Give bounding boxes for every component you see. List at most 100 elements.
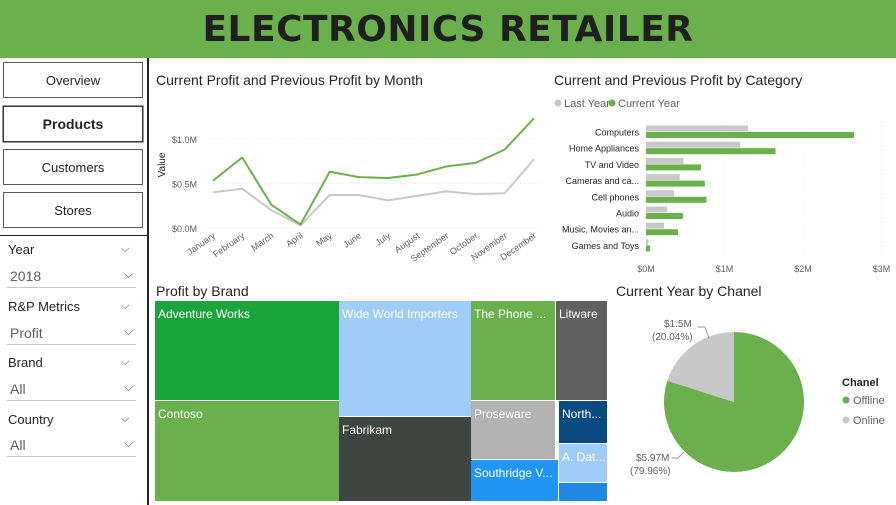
brand-collapse-chevron-icon[interactable]: ⌵ [121,356,130,368]
y-tick-label: $1.0M [172,135,197,145]
x-tick-label: $1M [716,264,734,274]
treemap-tile[interactable]: Proseware [471,401,555,459]
treemap-tile[interactable]: The Phone ... [471,301,555,400]
offline-value-label: $5.97M [636,453,669,464]
chevron-down-icon: ⌵ [123,436,133,450]
bar-current-year[interactable] [646,164,701,171]
treemap-tile[interactable] [559,483,607,501]
metrics-dropdown[interactable]: Profit ⌵ [7,321,136,345]
bar-last-year[interactable] [646,157,684,164]
x-tick-label: July [373,230,392,248]
series-line[interactable] [212,117,535,226]
y-tick-label: $0.0M [172,224,197,234]
series-line[interactable] [212,158,535,227]
treemap-tile[interactable]: Adventure Works [155,301,339,400]
x-tick-label: May [314,230,334,248]
category-label: TV and Video [585,160,639,170]
x-tick-label: March [249,230,275,253]
bar-last-year[interactable] [646,125,749,132]
bar-current-year[interactable] [646,229,679,236]
chevron-down-icon: ⌵ [123,380,133,394]
legend-marker [608,99,616,107]
pie-slice-online[interactable] [667,332,734,402]
treemap-tile[interactable]: Contoso [155,401,339,501]
category-label: Home Appliances [569,144,640,154]
pie-chart-title: Current Year by Chanel [616,283,762,299]
bar-last-year[interactable] [646,141,741,148]
bar-current-year[interactable] [646,196,707,203]
bar-last-year[interactable] [646,174,680,181]
year-dropdown-value: 2018 [10,267,42,284]
legend-label: Last Year [564,98,610,110]
bar-current-year[interactable] [646,213,683,219]
page-title: ELECTRONICS RETAILER [202,8,694,50]
category-label: Computers [595,128,640,138]
bar-last-year[interactable] [646,190,675,197]
nav-button-customers[interactable]: Customers [3,149,143,185]
bar-current-year[interactable] [646,180,705,187]
offline-percent-label: (79.96%) [630,466,671,477]
bar-current-year[interactable] [646,132,855,138]
country-dropdown[interactable]: All ⌵ [7,433,136,457]
bar-chart-title: Current and Previous Profit by Category [554,72,803,88]
leader-line [698,326,710,339]
chevron-down-icon: ⌵ [123,324,133,338]
header-banner: ELECTRONICS RETAILER [0,0,896,58]
treemap-tile[interactable]: Wide World Importers [339,301,471,416]
legend-label: Online [853,415,885,427]
treemap-tile[interactable]: A. Dat... [559,444,607,482]
bar-last-year[interactable] [646,206,668,213]
sidebar-divider [0,235,148,236]
pie-legend-title: Chanel [842,377,879,389]
sidebar-border [147,58,149,505]
brand-dropdown-value: All [10,380,26,397]
legend-label: Offline [853,395,885,407]
y-tick-label: $0.5M [172,179,197,189]
metrics-slicer-label: R&P Metrics [8,299,80,314]
country-dropdown-value: All [10,436,26,453]
brand-slicer-label: Brand [8,355,43,370]
legend-marker [554,99,562,107]
year-slicer-label: Year [8,242,35,257]
category-label: Cell phones [591,192,639,202]
brand-dropdown[interactable]: All ⌵ [7,377,136,401]
legend-marker [842,416,850,424]
treemap-tile[interactable]: North... [559,401,607,443]
country-collapse-chevron-icon[interactable]: ⌵ [121,413,130,425]
x-tick-label: April [284,230,304,249]
pie-chart[interactable]: $1.5M (20.04%) $5.97M (79.96%) Chanel Offline… [612,302,896,502]
chevron-down-icon: ⌵ [123,267,133,281]
treemap-tile[interactable]: Litware [556,301,607,400]
y-axis-label: Value [157,152,168,177]
bar-last-year[interactable] [646,238,649,245]
legend-label: Current Year [618,98,680,110]
online-value-label: $1.5M [664,319,692,330]
bar-current-year[interactable] [646,148,776,155]
country-slicer-label: Country [8,412,54,427]
legend-marker [842,396,850,404]
x-tick-label: $3M [873,264,891,274]
x-tick-label: $0M [637,264,655,274]
bar-chart[interactable]: Last Year Current Year $0M $1M $2M $3M Compute… [552,92,896,278]
category-label: Cameras and ca... [565,176,639,186]
treemap-title: Profit by Brand [156,283,249,299]
x-tick-label: $2M [794,264,812,274]
treemap-tile[interactable]: Southridge V... [471,460,558,501]
metrics-dropdown-value: Profit [10,324,43,341]
x-tick-label: February [211,230,247,259]
nav-button-products[interactable]: Products [3,106,143,142]
x-tick-label: June [341,230,363,249]
nav-button-overview[interactable]: Overview [3,62,143,98]
metrics-collapse-chevron-icon[interactable]: ⌵ [121,300,130,312]
nav-button-stores[interactable]: Stores [3,192,143,228]
bar-last-year[interactable] [646,222,665,229]
treemap-tile[interactable]: Fabrikam [339,417,471,501]
category-label: Music, Movies an... [562,225,639,235]
year-collapse-chevron-icon[interactable]: ⌵ [121,243,130,255]
bar-current-year[interactable] [646,245,650,252]
year-dropdown[interactable]: 2018 ⌵ [7,264,136,288]
line-chart-title: Current Profit and Previous Profit by Mo… [156,72,423,88]
category-label: Audio [616,209,639,219]
treemap[interactable]: Adventure Works Contoso Wide World Importe… [155,301,607,501]
